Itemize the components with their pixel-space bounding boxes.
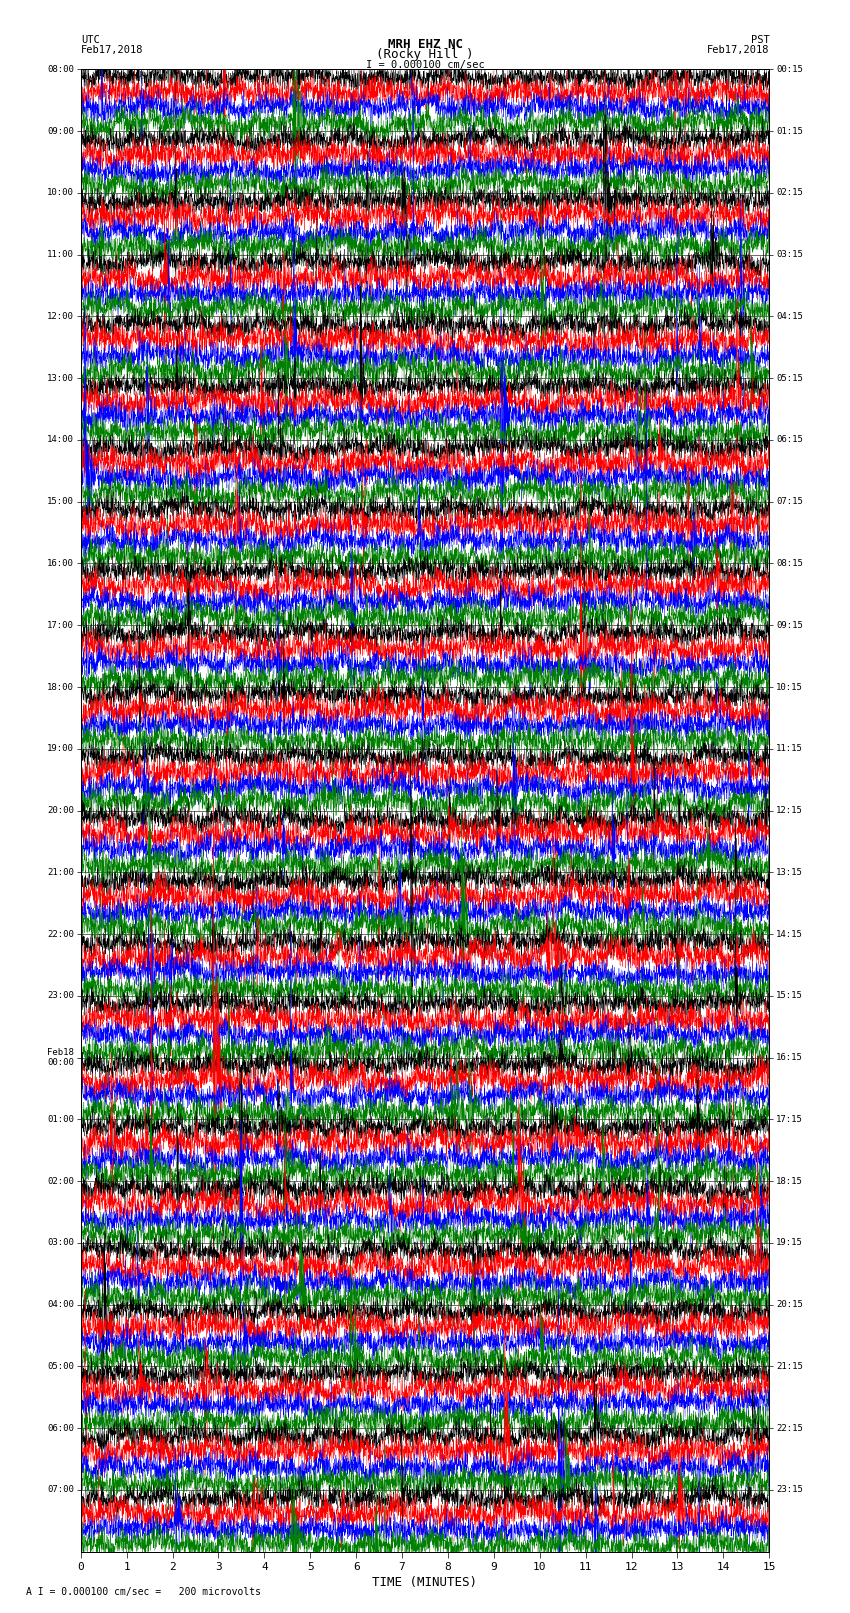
Text: Feb17,2018: Feb17,2018 — [706, 45, 769, 55]
Text: A I = 0.000100 cm/sec =   200 microvolts: A I = 0.000100 cm/sec = 200 microvolts — [26, 1587, 260, 1597]
Text: I = 0.000100 cm/sec: I = 0.000100 cm/sec — [366, 60, 484, 69]
Text: PST: PST — [751, 35, 769, 45]
Text: MRH EHZ NC: MRH EHZ NC — [388, 37, 462, 52]
Text: (Rocky Hill ): (Rocky Hill ) — [377, 48, 473, 61]
Text: Feb17,2018: Feb17,2018 — [81, 45, 144, 55]
Text: UTC: UTC — [81, 35, 99, 45]
X-axis label: TIME (MINUTES): TIME (MINUTES) — [372, 1576, 478, 1589]
